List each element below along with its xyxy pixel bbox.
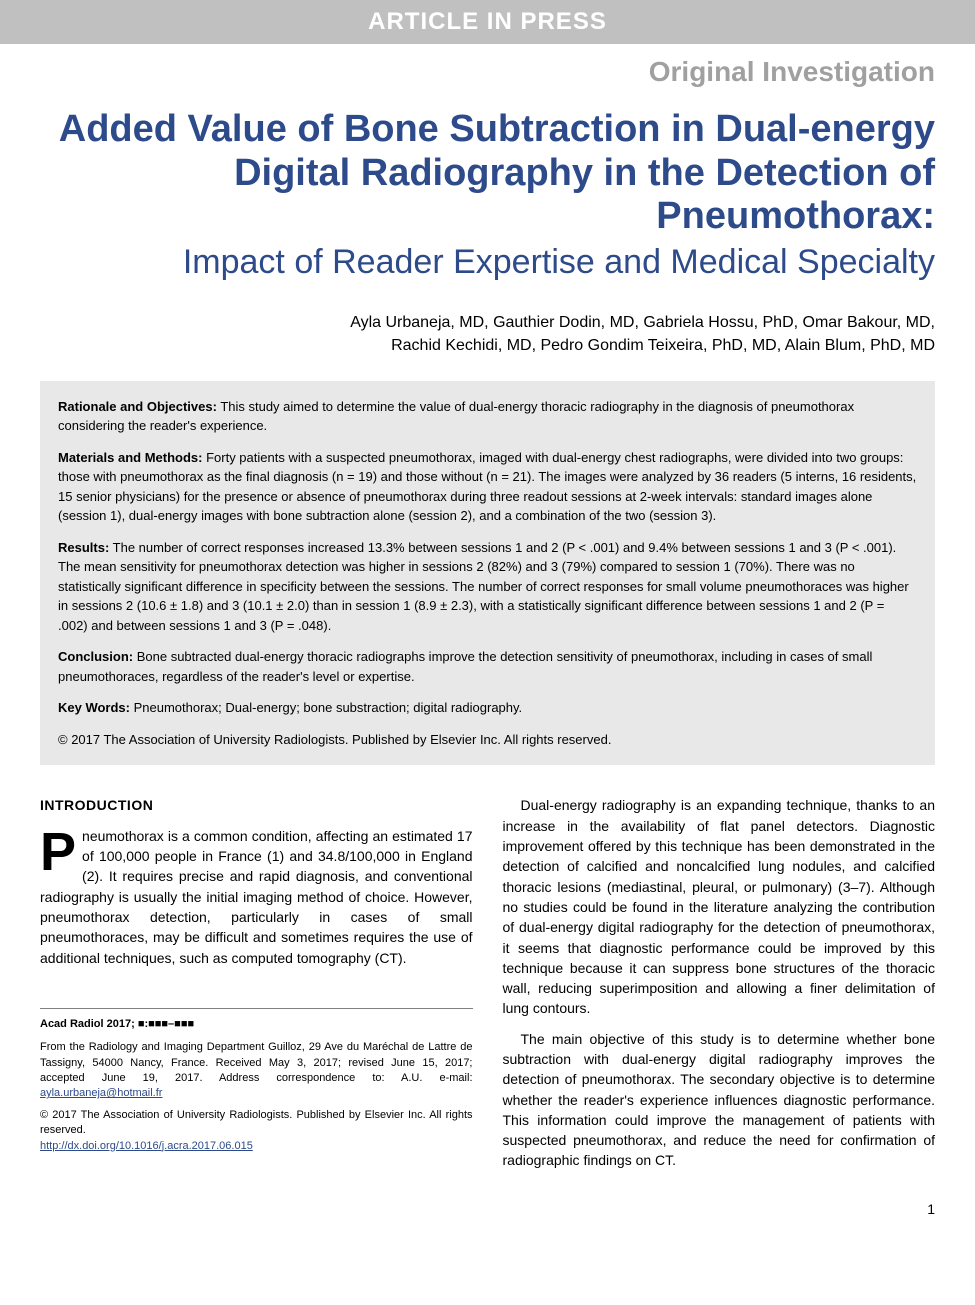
footer-doi-link[interactable]: http://dx.doi.org/10.1016/j.acra.2017.06… — [40, 1139, 473, 1154]
abstract-rationale: Rationale and Objectives: This study aim… — [58, 397, 917, 436]
abstract-rationale-label: Rationale and Objectives: — [58, 399, 217, 414]
abstract-box: Rationale and Objectives: This study aim… — [40, 381, 935, 766]
article-title-main: Added Value of Bone Subtraction in Dual-… — [40, 108, 935, 239]
abstract-conclusion-text: Bone subtracted dual-energy thoracic rad… — [58, 649, 872, 684]
page-number: 1 — [0, 1181, 975, 1227]
abstract-results-text: The number of correct responses increase… — [58, 540, 909, 633]
col2-paragraph-2: The main objective of this study is to d… — [503, 1029, 936, 1171]
title-block: Added Value of Bone Subtraction in Dual-… — [0, 108, 975, 302]
column-right: Dual-energy radiography is an expanding … — [503, 795, 936, 1180]
authors-line-2: Rachid Kechidi, MD, Pedro Gondim Teixeir… — [40, 335, 935, 357]
article-in-press-banner: ARTICLE IN PRESS — [0, 0, 975, 44]
col2-paragraph-1: Dual-energy radiography is an expanding … — [503, 795, 936, 1018]
abstract-copyright: © 2017 The Association of University Rad… — [58, 730, 917, 750]
body-two-column: INTRODUCTION Pneumothorax is a common co… — [0, 795, 975, 1180]
footer-citation: Acad Radiol 2017; ■:■■■–■■■ — [40, 1017, 473, 1032]
abstract-keywords: Key Words: Pneumothorax; Dual-energy; bo… — [58, 698, 917, 718]
authors-block: Ayla Urbaneja, MD, Gauthier Dodin, MD, G… — [0, 302, 975, 381]
authors-line-1: Ayla Urbaneja, MD, Gauthier Dodin, MD, G… — [40, 312, 935, 334]
abstract-conclusion: Conclusion: Bone subtracted dual-energy … — [58, 647, 917, 686]
abstract-keywords-text: Pneumothorax; Dual-energy; bone substrac… — [130, 700, 522, 715]
abstract-conclusion-label: Conclusion: — [58, 649, 133, 664]
article-category: Original Investigation — [0, 44, 975, 108]
abstract-methods: Materials and Methods: Forty patients wi… — [58, 448, 917, 526]
introduction-heading: INTRODUCTION — [40, 795, 473, 815]
intro-paragraph-1: Pneumothorax is a common condition, affe… — [40, 826, 473, 968]
abstract-keywords-label: Key Words: — [58, 700, 130, 715]
abstract-methods-label: Materials and Methods: — [58, 450, 202, 465]
footer-affiliation: From the Radiology and Imaging Departmen… — [40, 1040, 473, 1102]
footer-email-link[interactable]: ayla.urbaneja@hotmail.fr — [40, 1087, 162, 1099]
abstract-results-label: Results: — [58, 540, 109, 555]
intro-p1-text: neumothorax is a common condition, affec… — [40, 828, 473, 966]
footer-copyright: © 2017 The Association of University Rad… — [40, 1108, 473, 1139]
article-title-subtitle: Impact of Reader Expertise and Medical S… — [40, 243, 935, 282]
footer-block: Acad Radiol 2017; ■:■■■–■■■ From the Rad… — [40, 1008, 473, 1154]
abstract-results: Results: The number of correct responses… — [58, 538, 917, 636]
dropcap: P — [40, 826, 82, 876]
column-left: INTRODUCTION Pneumothorax is a common co… — [40, 795, 473, 1180]
